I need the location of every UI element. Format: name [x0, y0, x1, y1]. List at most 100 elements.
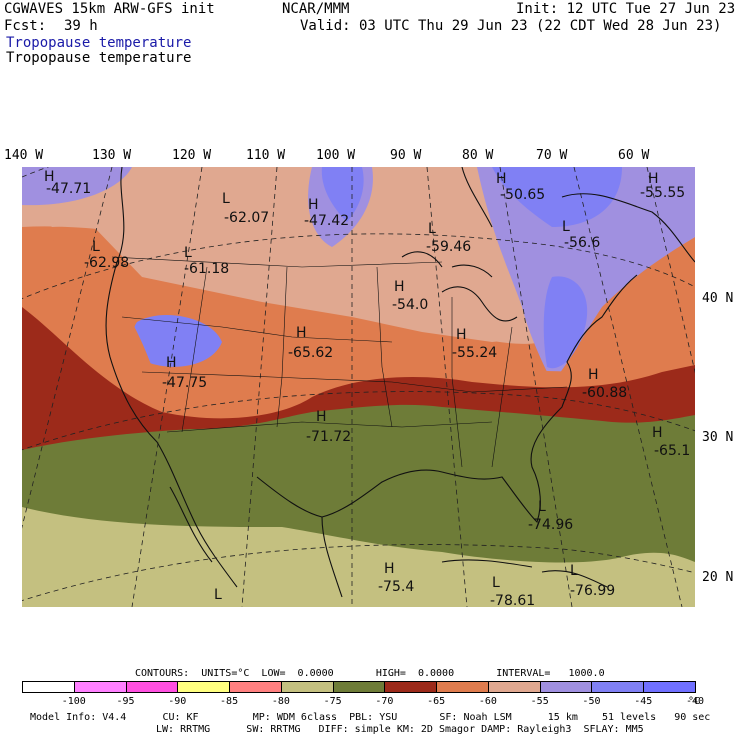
- colorbar-swatch: [643, 681, 696, 693]
- lat-label: 40 N: [702, 291, 734, 306]
- map-label-value: -55.55: [640, 185, 685, 201]
- map-label-type: H: [456, 327, 467, 343]
- colorbar-label: -65: [427, 696, 446, 707]
- map-label-value: -74.96: [528, 517, 573, 533]
- map-label-type: H: [394, 279, 405, 295]
- lon-label: 100 W: [316, 148, 356, 163]
- map-label-type: H: [44, 169, 55, 185]
- colorbar-swatch: [125, 681, 179, 693]
- tropopause-temperature-map: H -47.71 L -62.07 H -47.42 H -50.65 H -5…: [22, 167, 695, 607]
- colorbar-swatch: [73, 681, 127, 693]
- state-boundaries: [111, 256, 568, 468]
- colorbar-label: -95: [116, 696, 135, 707]
- model-info-line2: LW: RRTMG SW: RRTMG DIFF: simple KM: 2D …: [156, 724, 644, 735]
- shade-lightolive-sw: [22, 547, 282, 607]
- map-label-value: -55.24: [452, 345, 497, 361]
- lon-label: 130 W: [92, 148, 132, 163]
- forecast-label: Fcst:: [4, 18, 47, 34]
- colorbar-label: -85: [220, 696, 239, 707]
- shade-blue-ne: [492, 167, 622, 227]
- map-label-type: L: [92, 239, 100, 255]
- map-label-value: -76.99: [570, 583, 615, 599]
- colorbar-label: -80: [271, 696, 290, 707]
- map-label-value: -54.0: [392, 297, 428, 313]
- map-label-value: -59.46: [426, 239, 471, 255]
- map-label-type: H: [496, 171, 507, 187]
- map-label-type: H: [296, 325, 307, 341]
- map-label-value: -65.1: [654, 443, 690, 459]
- map-label-type: H: [652, 425, 663, 441]
- lon-label: 140 W: [4, 148, 44, 163]
- colorbar-swatch: [436, 681, 489, 693]
- pressure-center-labels: H -47.71 L -62.07 H -47.42 H -50.65 H -5…: [44, 169, 690, 607]
- colorbar-swatch: [539, 681, 593, 693]
- colorbar-label: -55: [530, 696, 549, 707]
- map-label-value: -50.65: [500, 187, 545, 203]
- colorbar-label: -45: [634, 696, 653, 707]
- lon-label: 80 W: [462, 148, 494, 163]
- colorbar-label: -50: [582, 696, 601, 707]
- map-label-type: H: [308, 197, 319, 213]
- colorbar-swatch: [591, 681, 645, 693]
- map-label-type: L: [214, 587, 222, 603]
- map-label-value: -65.62: [288, 345, 333, 361]
- lon-label: 120 W: [172, 148, 212, 163]
- map-label-value: -62.98: [84, 255, 129, 271]
- colorbar-swatch: [280, 681, 334, 693]
- map-label-value: -75.4: [378, 579, 414, 595]
- colorbar-swatch: [384, 681, 438, 693]
- org-label: NCAR/MMM: [282, 1, 350, 17]
- lat-label: 30 N: [702, 430, 734, 445]
- colorbar-swatch: [22, 681, 75, 693]
- shade-blue-northplains: [321, 167, 364, 222]
- colorbar-label: -100: [61, 696, 86, 707]
- lat-label: 20 N: [702, 570, 734, 585]
- map-label-type: H: [166, 355, 177, 371]
- colorbar-label: -60: [478, 696, 497, 707]
- map-label-value: -47.71: [46, 181, 91, 197]
- map-label-type: H: [316, 409, 327, 425]
- coastlines: [105, 167, 695, 598]
- lon-label: 70 W: [536, 148, 568, 163]
- map-label-type: L: [570, 563, 578, 579]
- map-label-type: L: [184, 245, 192, 261]
- map-label-value: -62.07: [224, 210, 269, 226]
- map-canvas: H -47.71 L -62.07 H -47.42 H -50.65 H -5…: [22, 167, 695, 607]
- field-title: Tropopause temperature: [6, 50, 192, 66]
- map-label-value: -71.72: [306, 429, 351, 445]
- map-label-value: -60.88: [582, 385, 627, 401]
- colorbar-label: -90: [168, 696, 187, 707]
- map-label-type: L: [492, 575, 500, 591]
- shade-nw-purple: [22, 167, 132, 206]
- colorbar-swatch: [177, 681, 231, 693]
- init-time: Init: 12 UTC Tue 27 Jun 23: [516, 1, 736, 17]
- lon-label: 110 W: [246, 148, 286, 163]
- colorbar-label: -70: [375, 696, 394, 707]
- map-label-type: L: [428, 221, 436, 237]
- colorbar-swatch: [332, 681, 386, 693]
- map-label-type: L: [562, 219, 570, 235]
- colorbar-unit: °C: [688, 696, 701, 707]
- colorbar-label: -75: [323, 696, 342, 707]
- valid-time: Valid: 03 UTC Thu 29 Jun 23 (22 CDT Wed …: [300, 18, 722, 34]
- map-label-type: H: [648, 171, 659, 187]
- map-label-type: H: [384, 561, 395, 577]
- field-title-colored: Tropopause temperature: [6, 35, 192, 51]
- map-label-type: H: [588, 367, 599, 383]
- contours-info: CONTOURS: UNITS=°C LOW= 0.0000 HIGH= 0.0…: [135, 668, 605, 679]
- colorbar-label: -40: [685, 696, 705, 707]
- shade-purple-east: [477, 167, 695, 382]
- model-title: CGWAVES 15km ARW-GFS init: [4, 1, 215, 17]
- lon-label: 90 W: [390, 148, 422, 163]
- map-label-value: -47.42: [304, 213, 349, 229]
- map-label-value: -56.6: [564, 235, 600, 251]
- graticule: [22, 167, 695, 607]
- colorbar-swatch: [487, 681, 541, 693]
- forecast-hour: 39 h: [64, 18, 98, 34]
- map-label-value: -61.18: [184, 261, 229, 277]
- model-info-line1: Model Info: V4.4 CU: KF MP: WDM 6class P…: [30, 712, 711, 723]
- map-label-value: -47.75: [162, 375, 207, 391]
- map-label-type: L: [222, 191, 230, 207]
- shade-blue-rockies: [133, 314, 222, 367]
- colorbar-swatch: [229, 681, 282, 693]
